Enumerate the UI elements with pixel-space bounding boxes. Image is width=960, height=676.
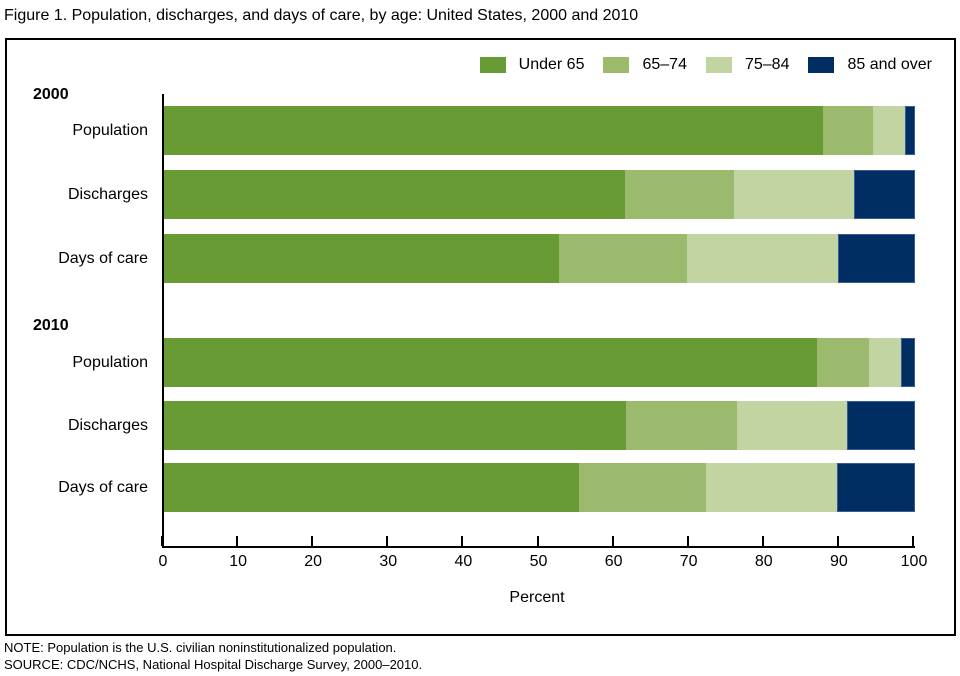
row-label-2010-days-of-care: Days of care — [58, 478, 148, 496]
bar-2000-discharges — [164, 170, 915, 219]
bar-segment-65-74 — [816, 338, 870, 387]
x-axis-tick — [386, 536, 389, 546]
row-label-2000-discharges: Discharges — [67, 185, 148, 203]
bar-segment-65-74 — [625, 401, 737, 450]
legend-item-65-74: 65–74 — [603, 56, 687, 74]
x-axis-tick — [536, 536, 539, 546]
legend-item-75-84: 75–84 — [705, 56, 790, 74]
x-tick-label-100: 100 — [900, 553, 928, 570]
bar-segment-75-84 — [706, 463, 837, 512]
bar-segment-under-65 — [164, 463, 580, 512]
x-axis-tick — [611, 536, 614, 546]
bar-2010-discharges — [164, 401, 915, 450]
bar-segment-65-74 — [579, 463, 707, 512]
chart-frame: Under 65 65–74 75–84 85 and over Percent 20… — [5, 38, 956, 636]
row-label-2000-population: Population — [72, 121, 148, 139]
bar-segment-75-84 — [872, 106, 906, 155]
legend-swatch-icon — [808, 57, 835, 73]
x-axis-tick — [836, 536, 839, 546]
legend-item-under-65: Under 65 — [479, 56, 585, 74]
bar-segment-85-and-over — [836, 463, 915, 512]
x-tick-label-40: 40 — [454, 553, 473, 570]
row-label-2010-population: Population — [72, 353, 148, 371]
bar-segment-under-65 — [164, 401, 626, 450]
bar-segment-under-65 — [164, 106, 823, 155]
group-label-2010: 2010 — [33, 317, 69, 334]
bar-2000-days-of-care — [164, 234, 915, 283]
bar-2010-population — [164, 338, 915, 387]
legend-swatch-icon — [479, 57, 506, 73]
x-tick-label-20: 20 — [304, 553, 323, 570]
bar-segment-75-84 — [686, 234, 838, 283]
row-label-2010-discharges: Discharges — [67, 416, 148, 434]
legend-label: Under 65 — [518, 56, 585, 73]
bar-segment-under-65 — [164, 170, 626, 219]
x-tick-label-60: 60 — [604, 553, 623, 570]
bar-segment-85-and-over — [905, 106, 915, 155]
legend-item-85-and-over: 85 and over — [808, 56, 932, 74]
bar-2010-days-of-care — [164, 463, 915, 512]
bar-segment-85-and-over — [854, 170, 915, 219]
x-axis-line — [162, 546, 915, 548]
bar-segment-65-74 — [559, 234, 687, 283]
bar-segment-75-84 — [869, 338, 902, 387]
legend-label: 65–74 — [642, 56, 687, 73]
x-tick-label-80: 80 — [754, 553, 773, 570]
bar-segment-85-and-over — [837, 234, 915, 283]
x-axis-title: Percent — [509, 589, 565, 606]
bar-segment-75-84 — [734, 170, 855, 219]
bar-segment-under-65 — [164, 338, 817, 387]
bar-segment-85-and-over — [846, 401, 915, 450]
x-tick-label-30: 30 — [379, 553, 398, 570]
x-axis-tick — [461, 536, 464, 546]
figure-title: Figure 1. Population, discharges, and da… — [4, 7, 639, 24]
bar-2000-population — [164, 106, 915, 155]
note-text: NOTE: Population is the U.S. civilian no… — [4, 640, 397, 655]
x-axis-tick — [236, 536, 239, 546]
x-tick-label-90: 90 — [829, 553, 848, 570]
x-tick-label-50: 50 — [529, 553, 548, 570]
legend-label: 75–84 — [744, 56, 790, 73]
row-label-2000-days-of-care: Days of care — [58, 249, 148, 267]
x-tick-label-0: 0 — [158, 553, 168, 570]
bar-segment-65-74 — [822, 106, 873, 155]
legend-swatch-icon — [603, 57, 630, 73]
y-axis-line — [162, 94, 164, 548]
x-tick-label-10: 10 — [229, 553, 247, 570]
legend-label: 85 and over — [847, 56, 932, 73]
x-axis-tick — [761, 536, 764, 546]
bar-segment-under-65 — [164, 234, 560, 283]
source-text: SOURCE: CDC/NCHS, National Hospital Disc… — [4, 657, 423, 672]
bar-segment-85-and-over — [901, 338, 915, 387]
legend-swatch-icon — [705, 57, 732, 73]
x-axis-tick — [161, 536, 163, 546]
x-axis-tick — [912, 536, 914, 546]
x-axis-tick — [686, 536, 689, 546]
bar-segment-75-84 — [737, 401, 847, 450]
x-axis-tick — [311, 536, 314, 546]
bar-segment-65-74 — [625, 170, 734, 219]
legend: Under 65 65–74 75–84 85 and over — [479, 56, 932, 74]
group-label-2000: 2000 — [33, 86, 69, 103]
x-tick-label-70: 70 — [679, 553, 698, 570]
